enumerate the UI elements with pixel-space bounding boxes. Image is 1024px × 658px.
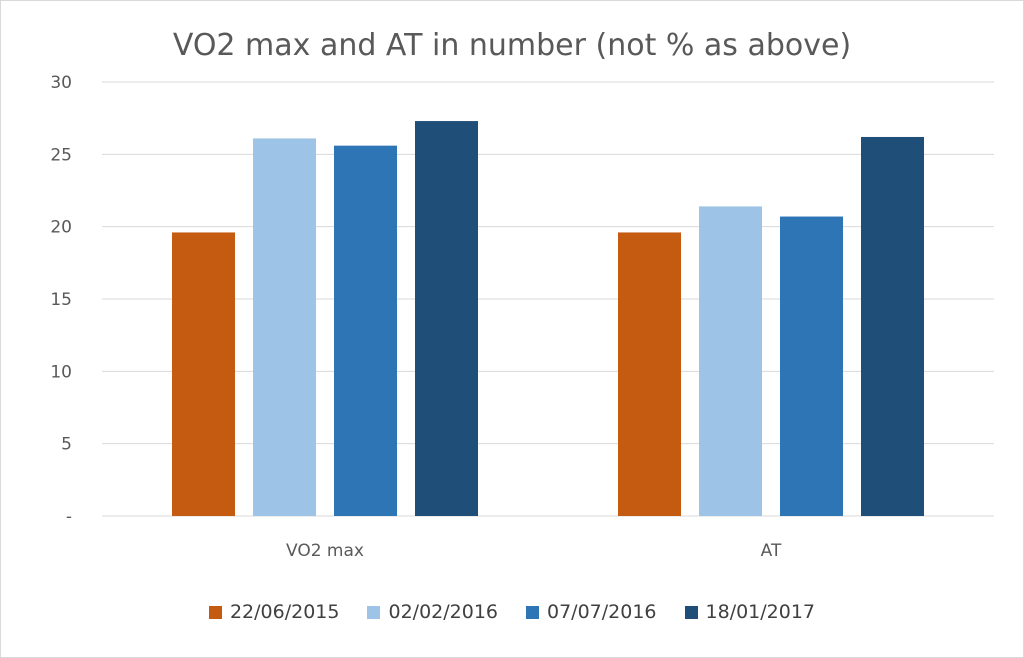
bar-22-06-2015-vo2-max (172, 232, 235, 516)
bar-18-01-2017-at (861, 136, 924, 516)
y-tick-label: 10 (50, 362, 72, 382)
bar-02-02-2016-vo2-max (253, 138, 316, 517)
legend-swatch (367, 605, 381, 619)
bar-22-06-2015-at (618, 232, 681, 516)
legend-item: 07/07/2016 (526, 601, 657, 623)
y-tick-label: 25 (50, 145, 72, 165)
bar-02-02-2016-at (699, 206, 762, 516)
y-tick-label: 5 (61, 435, 72, 455)
legend-label: 02/02/2016 (388, 601, 498, 623)
bar-07-07-2016-at (780, 216, 843, 517)
legend-swatch (684, 605, 698, 619)
x-category-label: VO2 max (286, 541, 364, 561)
legend-swatch (208, 605, 222, 619)
y-tick-label: 20 (50, 218, 72, 238)
legend-swatch (526, 605, 539, 619)
y-tick-label: 15 (50, 290, 72, 310)
bar-18-01-2017-vo2-max (415, 121, 478, 516)
chart-legend: 22/06/2015 02/02/2016 07/07/2016 18/01/2017 (0, 601, 1024, 623)
legend-item: 18/01/2017 (684, 601, 816, 623)
y-tick-label: - (66, 507, 72, 527)
legend-label: 18/01/2017 (705, 601, 816, 623)
y-tick-label: 30 (50, 73, 72, 93)
bar-07-07-2016-vo2-max (334, 145, 397, 517)
legend-label: 22/06/2015 (229, 601, 340, 623)
x-category-label: AT (761, 541, 782, 561)
legend-label: 07/07/2016 (547, 601, 657, 623)
legend-item: 22/06/2015 (208, 601, 340, 623)
legend-item: 02/02/2016 (367, 601, 498, 623)
chart-title: VO2 max and AT in number (not % as above… (172, 28, 852, 63)
